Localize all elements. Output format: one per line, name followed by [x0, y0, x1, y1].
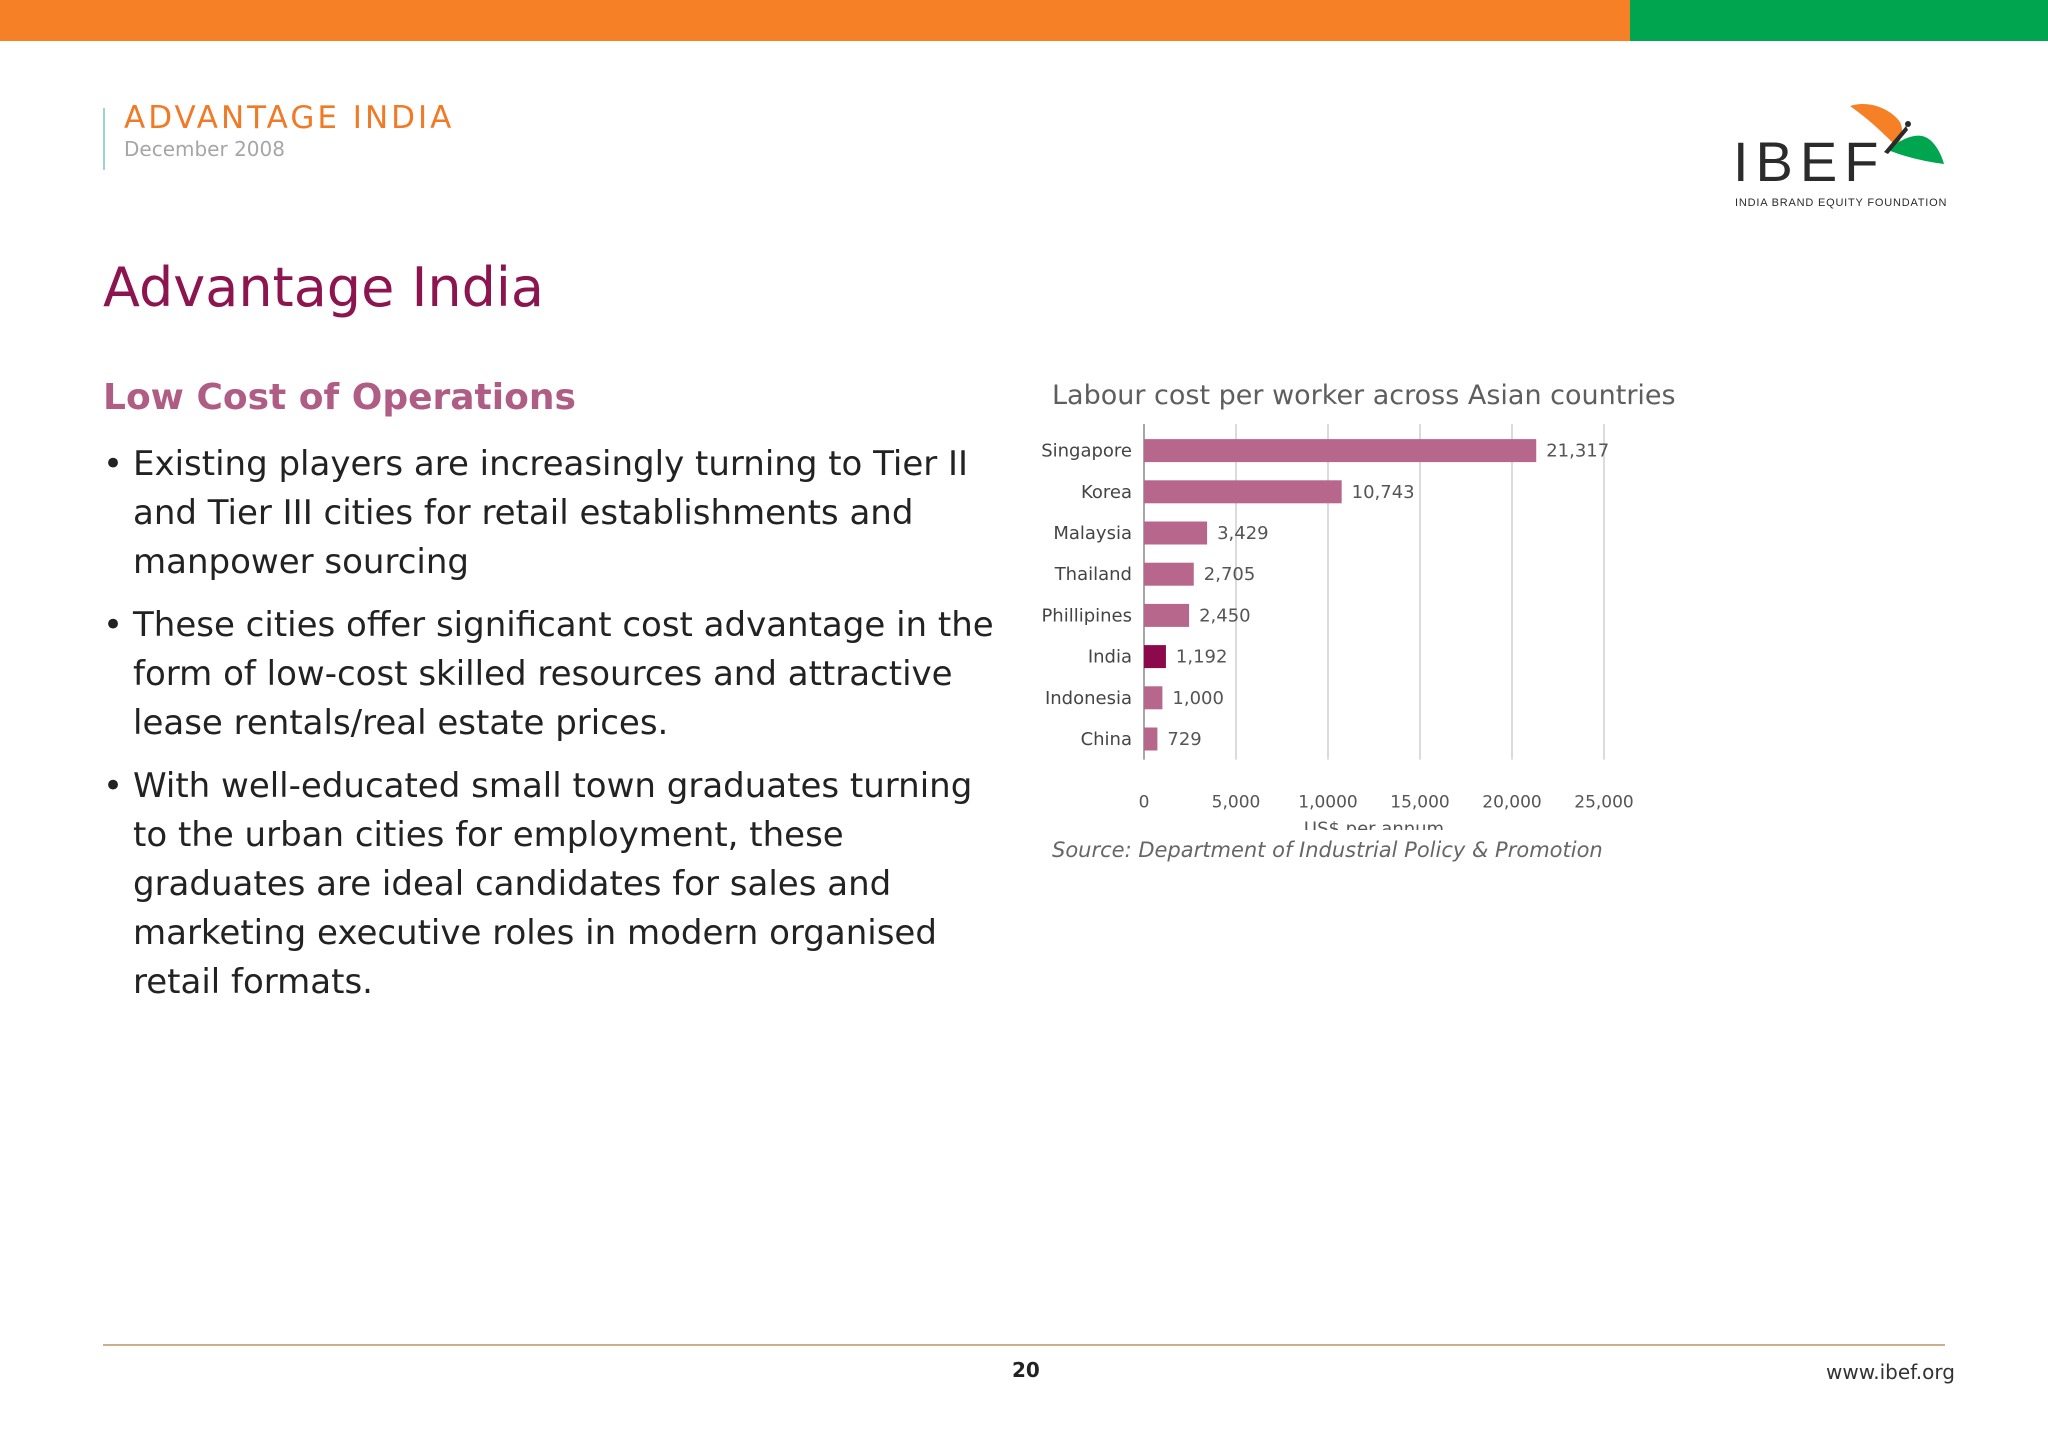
category-label: Thailand — [1054, 564, 1132, 585]
labour-cost-bar-chart: Singapore 21,317 Korea 10,743 Malaysia 3,429 T… — [1041, 424, 1634, 830]
category-label: Phillipines — [1041, 605, 1132, 626]
bullet-dot-icon: • — [103, 766, 124, 806]
category-label: Singapore — [1041, 441, 1132, 462]
page-title: Advantage India — [103, 256, 544, 319]
bullet-text: With well-educated small town graduates … — [133, 766, 973, 1002]
ibef-bird-logo-icon — [1850, 103, 1944, 164]
bullet-item: • With well-educated small town graduates… — [103, 762, 1003, 1007]
category-label: Korea — [1081, 482, 1132, 503]
value-label: 10,743 — [1352, 482, 1415, 503]
value-label: 21,317 — [1546, 441, 1609, 462]
category-label: Malaysia — [1053, 523, 1132, 544]
header-date: December 2008 — [124, 137, 285, 161]
value-label: 2,705 — [1204, 564, 1256, 585]
x-tick-label: 15,000 — [1390, 793, 1449, 813]
chart-title: Labour cost per worker across Asian coun… — [1052, 380, 1676, 411]
value-label: 729 — [1167, 729, 1201, 750]
bar-thailand — [1144, 562, 1194, 586]
x-tick-label: 20,000 — [1482, 793, 1541, 813]
category-label: Indonesia — [1045, 688, 1132, 709]
bullet-text: These cities offer significant cost adva… — [133, 605, 994, 743]
x-tick-label: 25,000 — [1574, 793, 1633, 813]
x-tick-label: 5,000 — [1212, 793, 1261, 813]
footer-rule — [103, 1344, 1945, 1346]
bar-indonesia — [1144, 686, 1163, 710]
bullet-item: • Existing players are increasingly turni… — [103, 440, 1003, 587]
category-label: India — [1088, 647, 1132, 668]
bullet-list: • Existing players are increasingly turni… — [103, 440, 1003, 1021]
bullet-item: • These cities offer significant cost adv… — [103, 601, 1003, 748]
bar-singapore — [1144, 439, 1537, 463]
page-number: 20 — [1012, 1358, 1040, 1382]
section-title: Low Cost of Operations — [103, 377, 576, 418]
bar-phillipines — [1144, 603, 1190, 627]
bar-korea — [1144, 480, 1342, 504]
value-label: 1,192 — [1176, 647, 1228, 668]
chart-source: Source: Department of Industrial Policy … — [1052, 838, 1603, 862]
category-label: China — [1081, 729, 1132, 750]
bullet-dot-icon: • — [103, 444, 124, 484]
header-rule — [103, 108, 105, 170]
top-band-green — [1630, 0, 2048, 41]
x-axis-label: US$ per annum — [1304, 819, 1444, 830]
value-label: 2,450 — [1199, 605, 1251, 626]
bar-china — [1144, 727, 1158, 751]
value-label: 3,429 — [1217, 523, 1269, 544]
bullet-dot-icon: • — [103, 605, 124, 645]
ibef-logo-text: IBEF — [1733, 130, 1886, 193]
x-tick-label: 0 — [1139, 793, 1150, 813]
ibef-logo-tagline: INDIA BRAND EQUITY FOUNDATION — [1735, 197, 1948, 209]
top-band-orange — [0, 0, 1630, 41]
bar-india — [1144, 645, 1166, 669]
x-tick-label: 1,0000 — [1298, 793, 1357, 813]
footer-website: www.ibef.org — [1826, 1360, 1955, 1384]
bullet-text: Existing players are increasingly turnin… — [133, 444, 969, 582]
bar-malaysia — [1144, 521, 1208, 545]
header-title: ADVANTAGE INDIA — [124, 100, 455, 136]
value-label: 1,000 — [1172, 688, 1224, 709]
